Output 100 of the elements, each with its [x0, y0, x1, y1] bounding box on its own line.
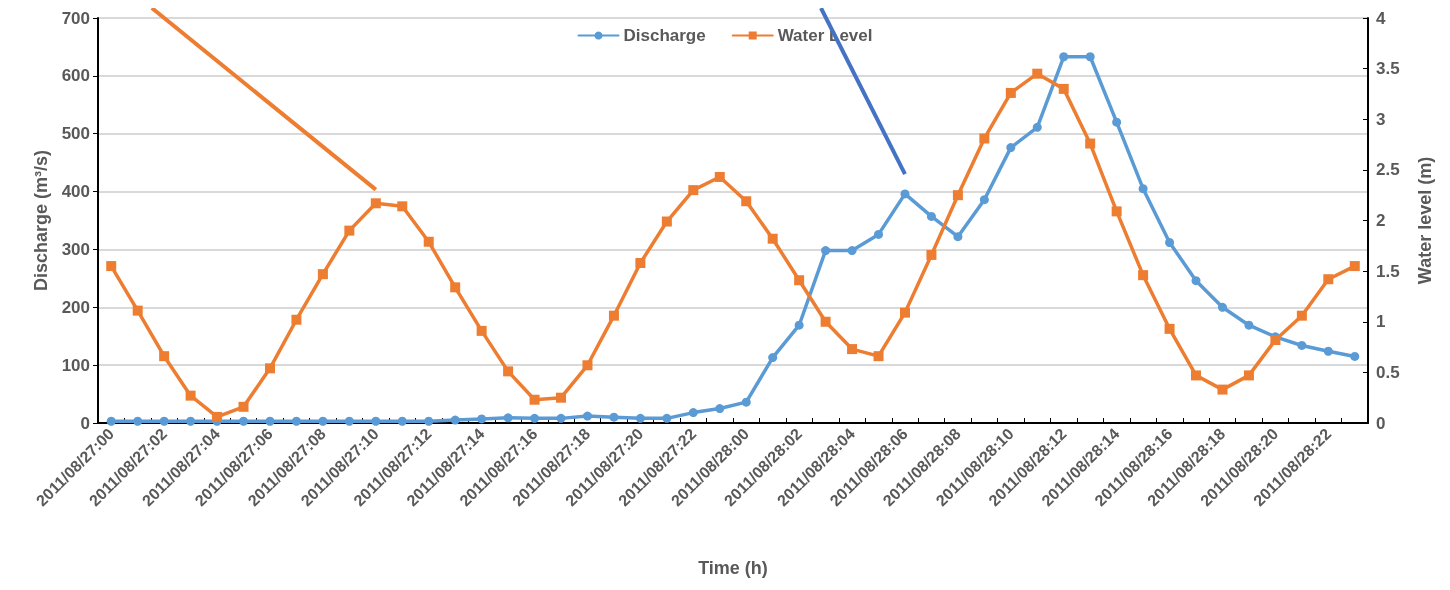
point: [185, 390, 196, 401]
point: [821, 246, 831, 256]
point: [318, 416, 328, 426]
point: [635, 258, 646, 269]
y2-tick-label: 4: [1376, 8, 1386, 28]
y2-tick-label: 3: [1376, 109, 1386, 129]
point: [423, 236, 434, 247]
point: [1349, 261, 1360, 272]
point: [794, 275, 805, 286]
point: [477, 414, 487, 424]
point: [582, 360, 593, 371]
point: [926, 211, 936, 221]
point: [159, 351, 170, 362]
point: [688, 185, 699, 196]
point: [1059, 52, 1069, 62]
point: [1217, 302, 1227, 312]
point: [450, 415, 460, 425]
point: [635, 413, 645, 423]
point: [186, 416, 196, 426]
point: [212, 411, 223, 422]
point: [952, 190, 963, 201]
point: [1297, 340, 1307, 350]
point: [450, 282, 461, 293]
point: [715, 404, 725, 414]
point: [1112, 117, 1122, 127]
y-tick-label: 700: [61, 8, 90, 28]
point: [1138, 270, 1149, 281]
x-axis-title: Time (h): [698, 558, 768, 578]
point: [741, 196, 752, 207]
point: [344, 225, 355, 236]
point: [661, 216, 672, 227]
point: [847, 246, 857, 256]
y-tick-label: 200: [61, 297, 90, 317]
y-tick-label: 100: [61, 355, 90, 375]
y2-tick-label: 1.5: [1376, 261, 1400, 281]
point: [820, 316, 831, 327]
point: [370, 198, 381, 209]
point: [979, 195, 989, 205]
legend-label: Discharge: [623, 26, 706, 45]
point: [264, 363, 275, 374]
point: [873, 351, 884, 362]
y-tick-label: 500: [61, 124, 90, 144]
point: [662, 413, 672, 423]
y-tick-label: 0: [80, 413, 90, 433]
point: [926, 249, 937, 260]
point: [529, 394, 540, 405]
point: [1138, 184, 1148, 194]
point: [1085, 138, 1096, 149]
point: [238, 401, 249, 412]
point: [424, 416, 434, 426]
point: [1323, 274, 1334, 285]
y2-axis-title: Water level (m): [1415, 156, 1435, 285]
point: [1032, 122, 1042, 132]
point: [1165, 237, 1175, 247]
point: [106, 261, 117, 272]
point: [1244, 320, 1254, 330]
point: [503, 413, 513, 423]
y2-tick-label: 1: [1376, 312, 1386, 332]
point: [582, 411, 592, 421]
y2-tick-label: 2.5: [1376, 160, 1400, 180]
point: [1191, 370, 1202, 381]
point: [1164, 323, 1175, 334]
y-tick-label: 400: [61, 182, 90, 202]
point: [476, 325, 487, 336]
point: [530, 413, 540, 423]
point: [344, 416, 354, 426]
y-tick-label: 600: [61, 66, 90, 86]
point: [1191, 276, 1201, 286]
point: [133, 416, 143, 426]
point: [132, 305, 143, 316]
point: [847, 344, 858, 355]
point: [371, 416, 381, 426]
point: [556, 413, 566, 423]
point: [899, 307, 910, 318]
point: [556, 392, 567, 403]
point: [317, 269, 328, 280]
point: [1350, 351, 1360, 361]
y2-tick-label: 3.5: [1376, 59, 1400, 79]
point: [1005, 87, 1016, 98]
y-axis-title: Discharge (m³/s): [31, 149, 51, 292]
y2-tick-label: 0: [1376, 413, 1386, 433]
point: [159, 416, 169, 426]
point: [1217, 384, 1228, 395]
point: [1058, 83, 1069, 94]
point: [767, 233, 778, 244]
point: [1111, 206, 1122, 217]
point: [1243, 370, 1254, 381]
point: [714, 171, 725, 182]
point: [874, 229, 884, 239]
point: [794, 320, 804, 330]
point: [768, 353, 778, 363]
point: [1085, 52, 1095, 62]
point: [953, 232, 963, 242]
point: [1032, 68, 1043, 79]
point: [688, 408, 698, 418]
point: [503, 366, 514, 377]
point: [265, 416, 275, 426]
point: [900, 189, 910, 199]
y2-tick-label: 0.5: [1376, 362, 1400, 382]
point: [609, 412, 619, 422]
